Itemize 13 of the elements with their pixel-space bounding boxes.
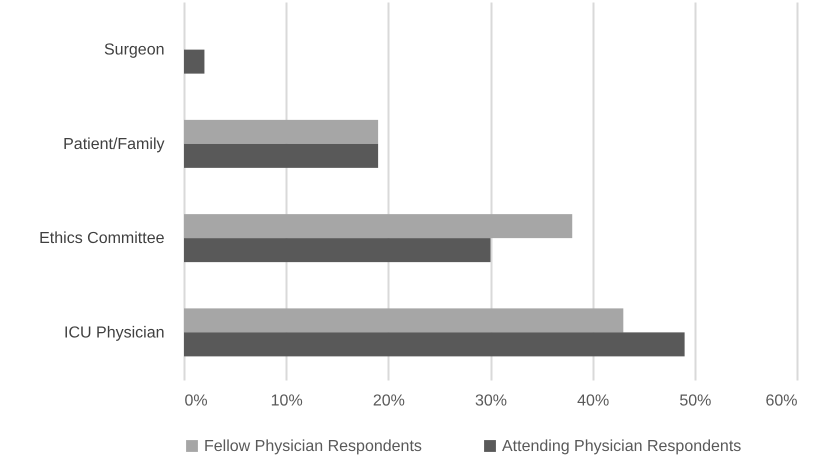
x-tick-label: 50% bbox=[679, 392, 712, 410]
x-tick-label: 30% bbox=[474, 392, 508, 410]
y-tick-label: Surgeon bbox=[104, 42, 164, 59]
x-tick-label: 10% bbox=[270, 392, 303, 410]
x-tick-label: 60% bbox=[765, 392, 798, 410]
y-tick-label: ICU Physician bbox=[64, 324, 164, 342]
legend-label: Attending Physician Respondents bbox=[502, 438, 742, 455]
y-tick-label: Patient/Family bbox=[63, 136, 164, 153]
x-tick-label: 0% bbox=[184, 392, 208, 410]
x-tick-label: 40% bbox=[577, 392, 610, 410]
y-tick-label: Ethics Committee bbox=[39, 230, 165, 248]
x-tick-label: 20% bbox=[372, 392, 405, 410]
legend-label: Fellow Physician Respondents bbox=[204, 438, 422, 455]
